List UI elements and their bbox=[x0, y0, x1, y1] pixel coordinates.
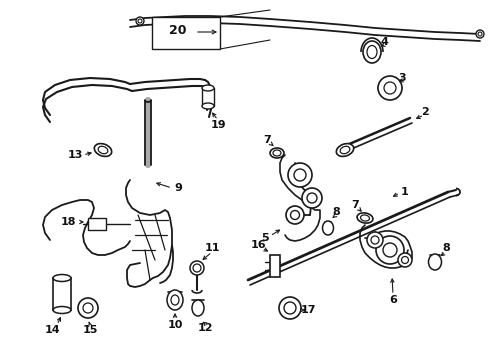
Text: 16: 16 bbox=[250, 240, 265, 250]
Circle shape bbox=[287, 163, 311, 187]
Ellipse shape bbox=[356, 213, 372, 223]
Text: 8: 8 bbox=[441, 243, 449, 253]
Ellipse shape bbox=[53, 306, 71, 314]
Ellipse shape bbox=[167, 290, 183, 310]
Bar bbox=[152, 17, 220, 49]
Ellipse shape bbox=[193, 264, 201, 272]
Circle shape bbox=[370, 236, 378, 244]
Bar bbox=[88, 218, 106, 230]
Circle shape bbox=[290, 211, 299, 220]
Ellipse shape bbox=[171, 295, 179, 305]
Text: 12: 12 bbox=[197, 323, 212, 333]
Circle shape bbox=[279, 297, 301, 319]
Text: 15: 15 bbox=[82, 325, 98, 335]
Ellipse shape bbox=[272, 150, 281, 156]
Circle shape bbox=[284, 302, 295, 314]
Ellipse shape bbox=[192, 300, 203, 316]
Ellipse shape bbox=[202, 85, 214, 91]
Ellipse shape bbox=[53, 274, 71, 282]
Ellipse shape bbox=[98, 146, 108, 154]
Text: 4: 4 bbox=[379, 37, 387, 47]
Text: 7: 7 bbox=[263, 135, 270, 145]
Circle shape bbox=[401, 256, 407, 264]
Ellipse shape bbox=[362, 41, 380, 63]
Circle shape bbox=[83, 303, 93, 313]
Circle shape bbox=[366, 232, 382, 248]
Ellipse shape bbox=[366, 45, 376, 59]
Circle shape bbox=[375, 236, 403, 264]
Circle shape bbox=[383, 82, 395, 94]
Circle shape bbox=[475, 30, 483, 38]
Ellipse shape bbox=[269, 148, 284, 158]
Ellipse shape bbox=[322, 221, 333, 235]
Text: 19: 19 bbox=[210, 120, 225, 130]
Ellipse shape bbox=[340, 146, 349, 154]
Text: 10: 10 bbox=[167, 320, 183, 330]
Text: 2: 2 bbox=[420, 107, 428, 117]
Circle shape bbox=[78, 298, 98, 318]
Text: 20: 20 bbox=[169, 23, 186, 36]
Circle shape bbox=[162, 19, 168, 25]
Ellipse shape bbox=[190, 261, 203, 275]
Ellipse shape bbox=[94, 144, 111, 157]
Bar bbox=[53, 278, 71, 310]
Ellipse shape bbox=[360, 215, 369, 221]
Text: 8: 8 bbox=[331, 207, 339, 217]
Circle shape bbox=[302, 188, 321, 208]
Circle shape bbox=[285, 206, 304, 224]
Circle shape bbox=[382, 243, 396, 257]
Circle shape bbox=[477, 32, 481, 36]
Text: 3: 3 bbox=[397, 73, 405, 83]
Ellipse shape bbox=[427, 254, 441, 270]
Circle shape bbox=[138, 19, 142, 23]
Text: 13: 13 bbox=[67, 150, 82, 160]
Text: 9: 9 bbox=[174, 183, 182, 193]
Text: 6: 6 bbox=[388, 295, 396, 305]
Text: 11: 11 bbox=[204, 243, 219, 253]
Circle shape bbox=[293, 169, 305, 181]
Text: 5: 5 bbox=[261, 233, 268, 243]
Circle shape bbox=[397, 253, 411, 267]
Text: 7: 7 bbox=[350, 200, 358, 210]
Text: 1: 1 bbox=[400, 187, 408, 197]
Ellipse shape bbox=[336, 144, 353, 157]
Bar bbox=[202, 88, 214, 106]
Text: 14: 14 bbox=[44, 325, 60, 335]
Text: 18: 18 bbox=[60, 217, 76, 227]
Ellipse shape bbox=[202, 103, 214, 109]
Circle shape bbox=[377, 76, 401, 100]
Bar bbox=[269, 255, 280, 277]
Circle shape bbox=[136, 17, 143, 25]
Text: 17: 17 bbox=[300, 305, 315, 315]
Circle shape bbox=[306, 193, 316, 203]
